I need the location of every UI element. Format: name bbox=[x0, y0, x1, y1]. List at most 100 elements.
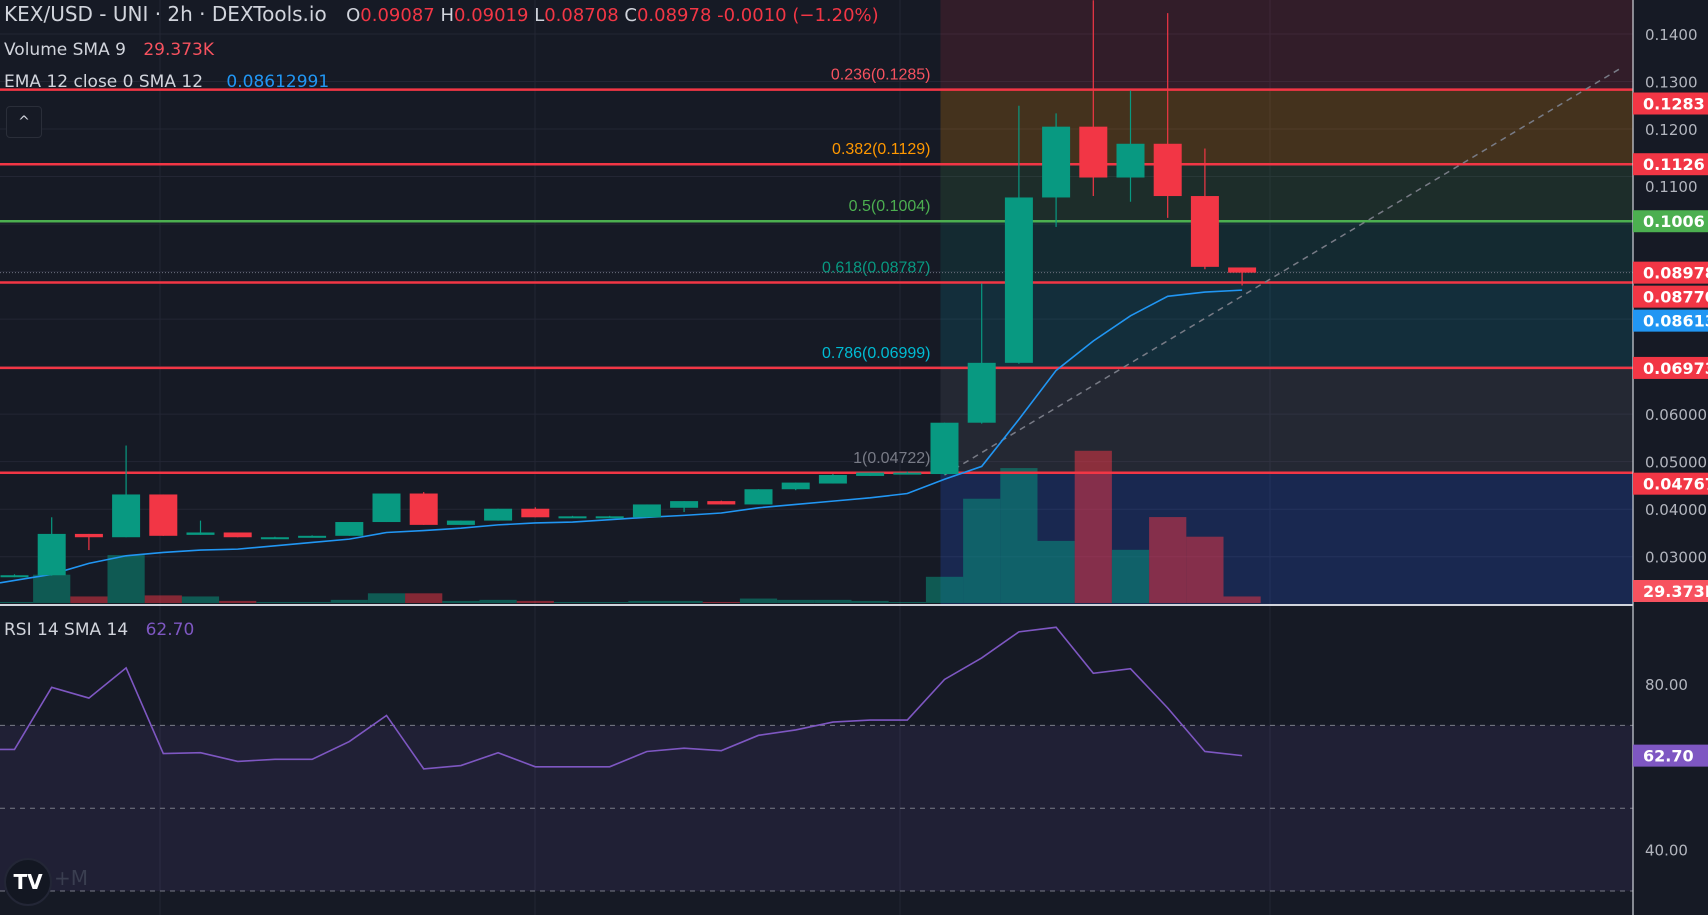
candle-body bbox=[1116, 143, 1145, 178]
candle-body bbox=[744, 489, 773, 505]
rsi-badge bbox=[1633, 744, 1708, 767]
candle-body bbox=[409, 493, 438, 525]
candle-body bbox=[74, 533, 103, 538]
candle-body bbox=[223, 532, 252, 538]
fib-level-label: 0.618(0.08787) bbox=[822, 260, 931, 277]
fib-zone bbox=[940, 0, 1633, 90]
volume-bar bbox=[702, 601, 740, 603]
volume-bar bbox=[256, 601, 294, 603]
volume-bar bbox=[777, 599, 815, 603]
price-badge bbox=[1633, 261, 1708, 284]
volume-bar bbox=[479, 599, 517, 603]
volume-bar bbox=[814, 599, 852, 603]
candle-body bbox=[1153, 143, 1182, 197]
price-badge-text: 0.1283 bbox=[1643, 95, 1705, 114]
candle-body bbox=[335, 522, 364, 536]
volume-bar bbox=[1000, 468, 1038, 603]
price-badge bbox=[1633, 285, 1708, 308]
price-badge bbox=[1633, 210, 1708, 233]
ema-label: EMA 12 close 0 SMA 12 bbox=[4, 72, 204, 92]
collapse-legend-button[interactable]: ^ bbox=[6, 106, 42, 138]
volume-bar bbox=[0, 601, 34, 603]
volume-bar bbox=[1223, 596, 1261, 603]
price-badge bbox=[1633, 356, 1708, 379]
rsi-tick-label: 80.00 bbox=[1645, 676, 1688, 694]
candle-body bbox=[1042, 126, 1071, 198]
price-badge bbox=[1633, 472, 1708, 495]
logo-suffix: +M bbox=[54, 866, 89, 890]
volume-bar bbox=[1149, 517, 1187, 603]
candle-body bbox=[856, 472, 885, 476]
candle-body bbox=[632, 504, 661, 518]
price-tick-label: 0.1300 bbox=[1645, 74, 1698, 92]
volume-bar bbox=[144, 595, 182, 603]
fib-level-label: 1(0.04722) bbox=[853, 450, 930, 467]
price-badge-text: 0.1006 bbox=[1643, 212, 1705, 231]
volume-bar bbox=[367, 593, 406, 603]
fib-level-label: 0.236(0.1285) bbox=[831, 67, 931, 84]
price-tick-label: 0.06000 bbox=[1645, 406, 1707, 424]
candle-body bbox=[186, 532, 215, 535]
price-tick-label: 0.04000 bbox=[1645, 501, 1707, 519]
candle-body bbox=[967, 362, 996, 423]
candle-body bbox=[1004, 197, 1033, 363]
volume-bar bbox=[925, 576, 964, 603]
candle-body bbox=[372, 493, 401, 523]
fib-level-label: 0.5(0.1004) bbox=[849, 198, 931, 215]
candle-body bbox=[484, 508, 513, 521]
volume-bar bbox=[70, 596, 108, 603]
volume-bar bbox=[1074, 450, 1112, 603]
volume-bar bbox=[405, 593, 443, 603]
close-label: C bbox=[624, 5, 637, 26]
chevron-up-icon: ^ bbox=[18, 114, 30, 130]
ohlc-values: O0.09087 H0.09019 L0.08708 C0.08978 -0.0… bbox=[346, 5, 879, 26]
change-value: -0.0010 (−1.20%) bbox=[717, 5, 879, 26]
price-badge-text: 0.04767 bbox=[1643, 475, 1708, 494]
volume-bar bbox=[293, 601, 331, 603]
rsi-pane bbox=[0, 606, 1633, 915]
tradingview-logo[interactable]: TV bbox=[4, 858, 52, 906]
candle-body bbox=[298, 535, 327, 538]
price-tick-label: 0.05000 bbox=[1645, 454, 1707, 472]
volume-value: 29.373K bbox=[143, 40, 214, 60]
open-value: 0.09087 bbox=[360, 5, 435, 26]
ema-legend[interactable]: EMA 12 close 0 SMA 12 0.08612991 bbox=[4, 72, 329, 92]
candle-body bbox=[0, 575, 29, 578]
fib-zone bbox=[940, 221, 1633, 283]
candle-body bbox=[521, 508, 550, 518]
volume-bar bbox=[442, 600, 480, 603]
price-badge-text: 0.08978 bbox=[1643, 264, 1708, 283]
symbol-legend: KEX/USD - UNI · 2h · DEXTools.io O0.0908… bbox=[4, 2, 879, 26]
ema-line bbox=[0, 289, 1243, 584]
volume-label: Volume SMA 9 bbox=[4, 40, 126, 60]
candle-body bbox=[707, 501, 736, 505]
volume-bar bbox=[963, 498, 1001, 603]
volume-badge bbox=[1633, 580, 1708, 602]
price-badge bbox=[1633, 153, 1708, 176]
low-label: L bbox=[534, 5, 545, 26]
candle-body bbox=[781, 482, 810, 490]
fib-zone bbox=[940, 367, 1633, 473]
volume-legend[interactable]: Volume SMA 9 29.373K bbox=[4, 40, 214, 60]
volume-bar bbox=[330, 599, 368, 603]
volume-bar bbox=[553, 601, 592, 603]
volume-bar bbox=[33, 574, 71, 603]
volume-bar bbox=[219, 600, 257, 603]
rsi-legend[interactable]: RSI 14 SMA 14 62.70 bbox=[4, 620, 194, 640]
candle-body bbox=[149, 494, 178, 536]
candle-body bbox=[112, 494, 141, 538]
candle-body bbox=[446, 520, 475, 525]
low-value: 0.08708 bbox=[544, 5, 619, 26]
candle-body bbox=[260, 537, 289, 540]
price-badge-text: 0.08613 bbox=[1643, 312, 1708, 331]
volume-badge-text: 29.373K bbox=[1643, 582, 1708, 601]
pane-separator bbox=[0, 604, 1708, 606]
price-tick-label: 0.1200 bbox=[1645, 121, 1698, 139]
close-value: 0.08978 bbox=[636, 5, 712, 26]
candle-body bbox=[930, 422, 959, 475]
price-badge-text: 0.1126 bbox=[1643, 155, 1705, 174]
price-tick-label: 0.03000 bbox=[1645, 549, 1707, 567]
volume-bar bbox=[1037, 540, 1075, 603]
